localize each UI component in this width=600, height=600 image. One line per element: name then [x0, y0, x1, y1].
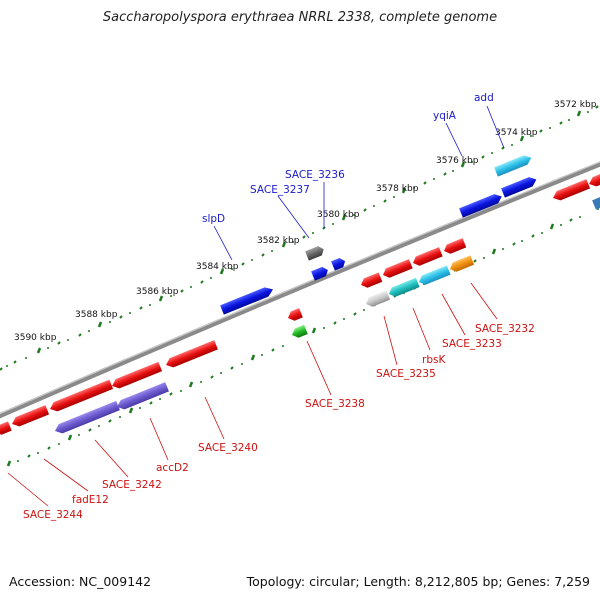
gene-arrow[interactable]: [459, 192, 504, 218]
gene-label[interactable]: SACE_3242: [102, 479, 162, 491]
scale-label: 3586 kbp: [136, 287, 179, 297]
gene-arrow[interactable]: [48, 379, 114, 414]
gene-arrow[interactable]: [417, 265, 451, 286]
gene-label[interactable]: yqiA: [433, 110, 457, 122]
gene-arrow[interactable]: [331, 256, 347, 271]
gene-arrow[interactable]: [115, 382, 169, 412]
gene-arrow[interactable]: [448, 255, 475, 273]
map-title: Saccharopolyspora erythraea NRRL 2338, c…: [102, 10, 498, 25]
gene-arrow[interactable]: [381, 259, 413, 280]
gene-arrow[interactable]: [53, 400, 120, 436]
gene-arrow[interactable]: [0, 421, 12, 436]
genome-backbone: [0, 161, 600, 419]
scale-label: 3588 kbp: [75, 310, 118, 320]
gene-arrow[interactable]: [494, 153, 533, 177]
scale-label: 3590 kbp: [14, 333, 57, 343]
gene-label[interactable]: SACE_3238: [305, 398, 365, 410]
gene-label[interactable]: accD2: [156, 462, 189, 474]
gene-arrow[interactable]: [411, 247, 443, 268]
reverse-genes: [0, 174, 600, 436]
gene-label[interactable]: SACE_3236: [285, 169, 345, 181]
gene-arrow[interactable]: [442, 238, 467, 256]
scale-label: 3582 kbp: [257, 236, 300, 246]
gene-label[interactable]: SACE_3240: [198, 442, 258, 454]
gene-arrow[interactable]: [286, 308, 303, 323]
gene-arrow[interactable]: [551, 179, 591, 203]
scale-label: 3576 kbp: [436, 156, 479, 166]
gene-label[interactable]: fadE12: [72, 494, 109, 506]
gene-label[interactable]: slpD: [202, 213, 225, 225]
scale-labels: 3572 kbp 3574 kbp 3576 kbp 3578 kbp 3580…: [14, 100, 597, 343]
reverse-gene-labels: SACE_3232 SACE_3233 rbsK SACE_3235 SACE_…: [23, 323, 535, 521]
reverse-genes-row2: [53, 255, 475, 436]
gene-arrow[interactable]: [305, 245, 325, 261]
scale-label: 3580 kbp: [317, 210, 360, 220]
forward-leader-lines: [213, 105, 505, 261]
gene-arrow[interactable]: [220, 285, 275, 315]
outer-scale-dots: [6, 111, 589, 367]
gene-arrow[interactable]: [587, 174, 600, 189]
genome-backbone-highlight: [0, 161, 600, 415]
gene-arrow[interactable]: [359, 272, 383, 289]
gene-arrow[interactable]: [110, 361, 163, 391]
accession-text: Accession: NC_009142: [9, 574, 152, 589]
outer-scale-ticks: [0, 105, 599, 371]
scale-label: 3578 kbp: [376, 184, 419, 194]
scale-label: 3574 kbp: [495, 128, 538, 138]
inner-scale-dots: [17, 208, 599, 462]
reverse-leader-lines: [7, 282, 498, 507]
gene-arrow[interactable]: [290, 324, 308, 340]
gene-label[interactable]: SACE_3232: [475, 323, 535, 335]
gene-label[interactable]: SACE_3235: [376, 368, 436, 380]
gene-arrow[interactable]: [387, 277, 420, 299]
gene-arrow[interactable]: [501, 175, 538, 198]
gene-arrow[interactable]: [164, 340, 218, 370]
gene-label[interactable]: add: [474, 92, 494, 104]
gene-label[interactable]: SACE_3244: [23, 509, 83, 521]
scale-label: 3584 kbp: [196, 262, 239, 272]
gene-arrow[interactable]: [364, 290, 391, 308]
forward-gene-labels: add yqiA SACE_3236 SACE_3237 slpD: [202, 92, 494, 225]
gene-arrow[interactable]: [311, 265, 330, 281]
gene-arrow[interactable]: [10, 405, 50, 429]
gene-label[interactable]: SACE_3237: [250, 184, 310, 196]
gene-arrow[interactable]: [592, 196, 600, 210]
scale-label: 3572 kbp: [554, 100, 597, 110]
genome-summary-text: Topology: circular; Length: 8,212,805 bp…: [246, 574, 590, 589]
forward-genes: [220, 153, 600, 315]
gene-label[interactable]: rbsK: [422, 354, 446, 366]
gene-label[interactable]: SACE_3233: [442, 338, 502, 350]
